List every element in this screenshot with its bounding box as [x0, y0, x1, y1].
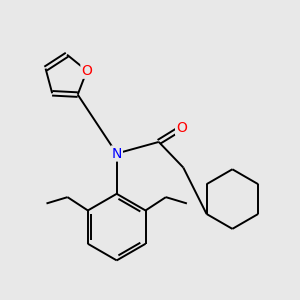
Text: O: O — [176, 121, 187, 135]
Text: O: O — [81, 64, 92, 78]
Text: N: N — [112, 146, 122, 161]
